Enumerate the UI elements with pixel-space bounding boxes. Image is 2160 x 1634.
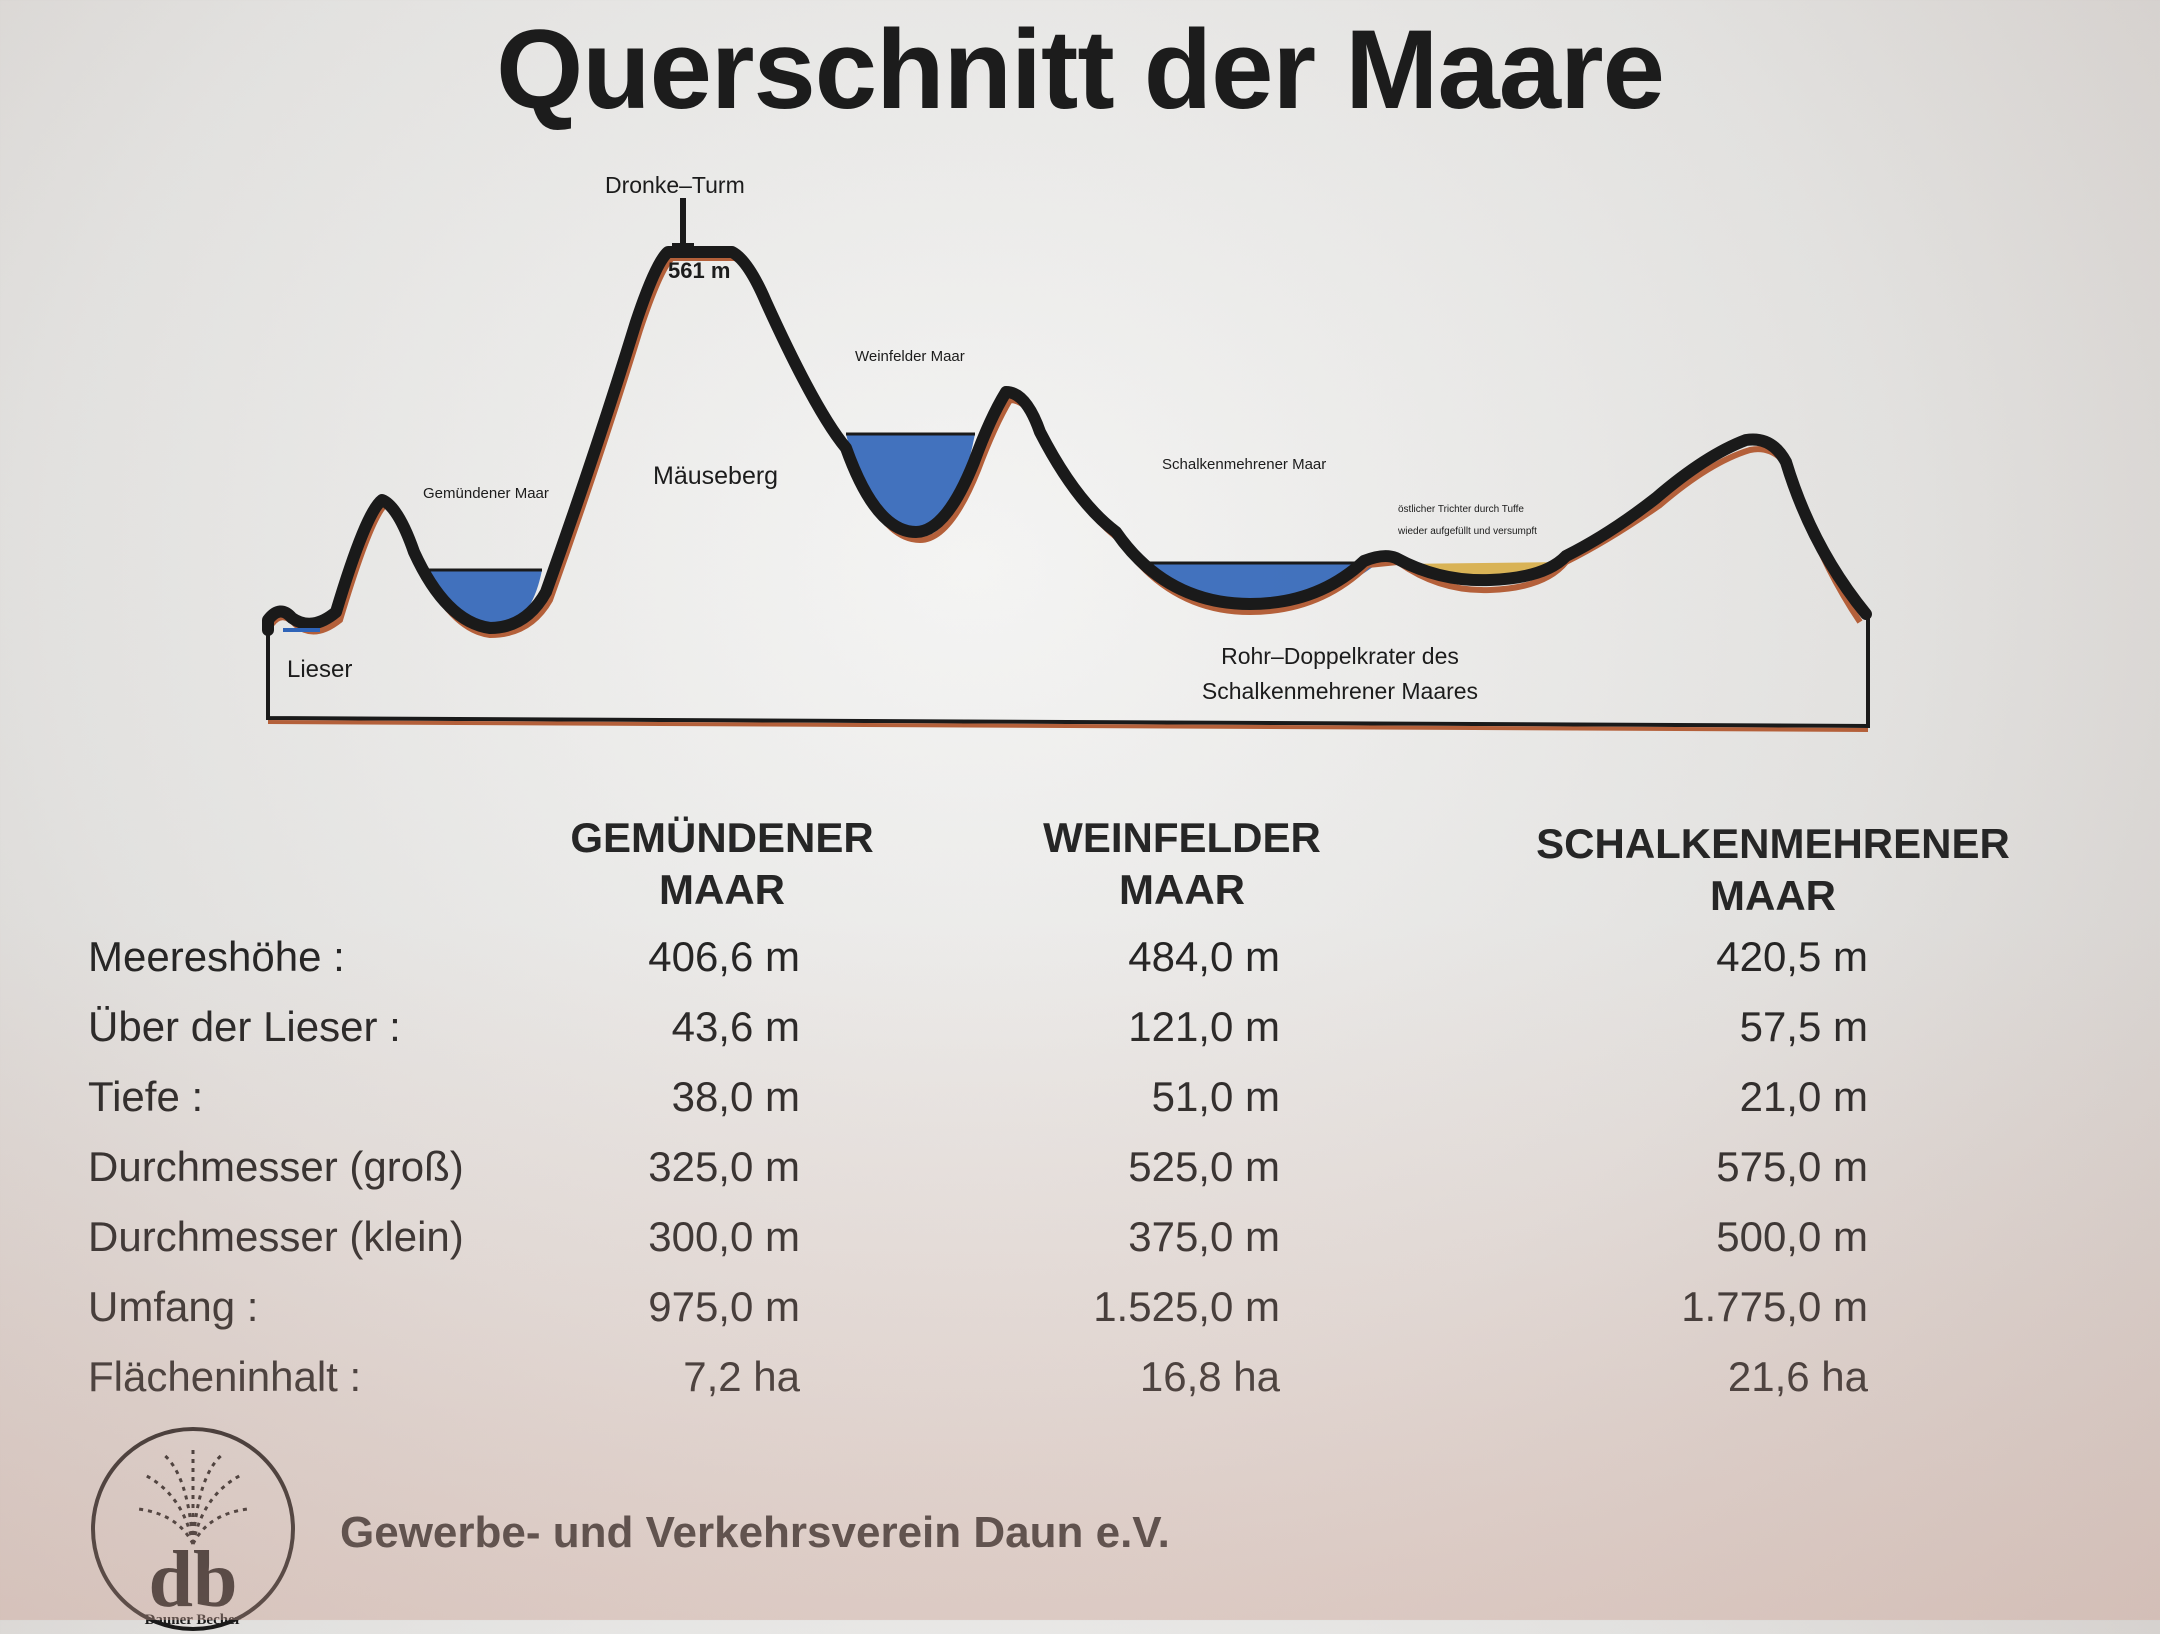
label-gemuendener-maar: Gemündener Maar [423, 485, 549, 502]
water-lines [422, 432, 1378, 572]
row-label: Tiefe : [88, 1073, 204, 1120]
label-weinfelder-maar: Weinfelder Maar [855, 348, 965, 365]
label-rohr-line1: Rohr–Doppelkrater des [1221, 643, 1459, 669]
logo-letters: db [149, 1536, 238, 1624]
dauner-becher-logo: db Dauner Becher [91, 1427, 295, 1631]
terrain-outline [262, 246, 1872, 636]
value-gemuendener: 38,0 m [671, 1073, 800, 1120]
column-header-line1: WEINFELDER [1043, 814, 1321, 861]
row-label: Durchmesser (klein) [88, 1213, 464, 1260]
footer-organization: Gewerbe- und Verkehrsverein Daun e.V. [340, 1508, 1170, 1557]
value-gemuendener: 406,6 m [648, 933, 800, 980]
value-weinfelder: 525,0 m [1128, 1143, 1280, 1190]
row-label: Meereshöhe : [88, 933, 345, 980]
value-weinfelder: 121,0 m [1128, 1003, 1280, 1050]
column-header-line1: GEMÜNDENER [570, 814, 874, 861]
column-header-gemuendener: GEMÜNDENER MAAR [522, 812, 922, 916]
label-trichter-line2: wieder aufgefüllt und versumpft [1398, 526, 1537, 537]
table-row: Durchmesser (klein) 300,0 m 375,0 m 500,… [0, 1213, 2160, 1273]
label-schalkenmehrener-maar: Schalkenmehrener Maar [1162, 456, 1327, 473]
cross-section-diagram [262, 198, 1872, 732]
value-schalkenmehrener: 575,0 m [1716, 1143, 1868, 1190]
value-schalkenmehrener: 57,5 m [1739, 1003, 1868, 1050]
value-schalkenmehrener: 420,5 m [1716, 933, 1868, 980]
value-weinfelder: 51,0 m [1151, 1073, 1280, 1120]
row-label: Umfang : [88, 1283, 259, 1330]
value-schalkenmehrener: 21,0 m [1739, 1073, 1868, 1120]
value-gemuendener: 7,2 ha [683, 1353, 800, 1400]
label-mauseberg: Mäuseberg [653, 462, 779, 490]
row-label: Flächeninhalt : [88, 1353, 362, 1400]
value-gemuendener: 43,6 m [671, 1003, 800, 1050]
table-row: Durchmesser (groß) 325,0 m 525,0 m 575,0… [0, 1143, 2160, 1203]
row-label: Über der Lieser : [88, 1003, 401, 1050]
table-row: Über der Lieser : 43,6 m 121,0 m 57,5 m [0, 1003, 2160, 1063]
label-trichter-line1: östlicher Trichter durch Tuffe [1398, 504, 1524, 515]
column-header-line2: MAAR [659, 866, 785, 913]
column-header-line1: SCHALKENMEHRENER [1536, 820, 2010, 867]
value-gemuendener: 325,0 m [648, 1143, 800, 1190]
table-row: Flächeninhalt : 7,2 ha 16,8 ha 21,6 ha [0, 1353, 2160, 1413]
label-lieser: Lieser [287, 656, 353, 683]
label-rohr-line2: Schalkenmehrener Maares [1201, 678, 1479, 704]
row-label: Durchmesser (groß) [88, 1143, 464, 1190]
value-gemuendener: 300,0 m [648, 1213, 800, 1260]
value-gemuendener: 975,0 m [648, 1283, 800, 1330]
value-weinfelder: 16,8 ha [1139, 1353, 1280, 1400]
value-weinfelder: 375,0 m [1128, 1213, 1280, 1260]
value-weinfelder: 484,0 m [1128, 933, 1280, 980]
fountain-icon [137, 1446, 249, 1545]
value-schalkenmehrener: 500,0 m [1716, 1213, 1868, 1260]
label-peak-height: 561 m [668, 258, 731, 283]
water-gemuendener [422, 570, 542, 629]
table-row: Umfang : 975,0 m 1.525,0 m 1.775,0 m [0, 1283, 2160, 1343]
value-schalkenmehrener: 1.775,0 m [1681, 1283, 1868, 1330]
value-schalkenmehrener: 21,6 ha [1727, 1353, 1868, 1400]
column-header-weinfelder: WEINFELDER MAAR [982, 812, 1382, 916]
logo-caption: Dauner Becher [145, 1612, 242, 1628]
value-weinfelder: 1.525,0 m [1093, 1283, 1280, 1330]
tower-icon [672, 198, 694, 254]
column-header-line2: MAAR [1119, 866, 1245, 913]
label-dronke-turm: Dronke–Turm [605, 172, 745, 198]
column-header-schalkenmehrener: SCHALKENMEHRENER MAAR [1473, 818, 2073, 922]
page-title: Querschnitt der Maare [496, 7, 1665, 132]
table-row: Tiefe : 38,0 m 51,0 m 21,0 m [0, 1073, 2160, 1133]
table-row: Meereshöhe : 406,6 m 484,0 m 420,5 m [0, 933, 2160, 993]
base-frame [266, 614, 1870, 732]
column-header-line2: MAAR [1710, 872, 1836, 919]
